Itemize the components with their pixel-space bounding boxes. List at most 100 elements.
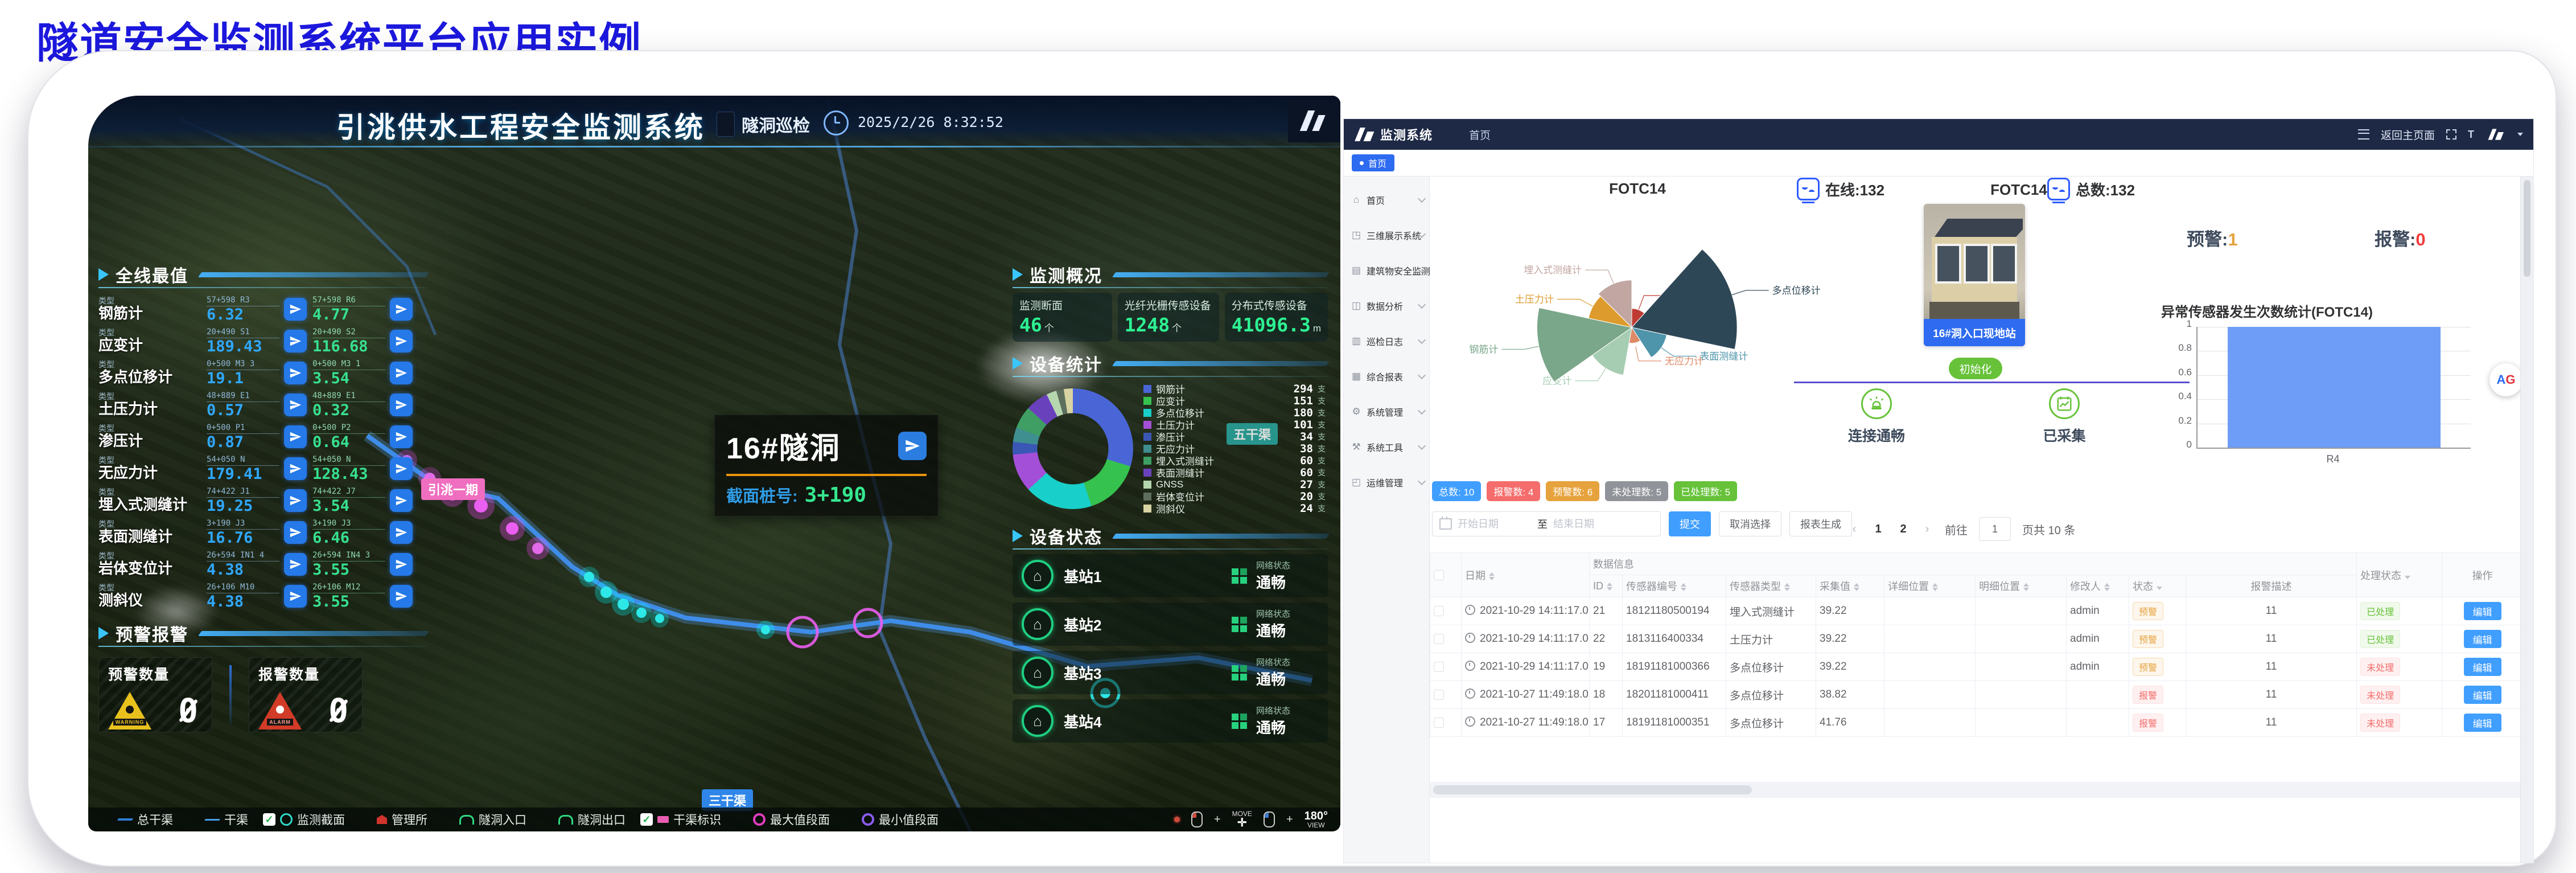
row-checkbox-cell[interactable] xyxy=(1430,653,1462,681)
send-icon[interactable] xyxy=(390,521,413,544)
page-number[interactable]: 1 xyxy=(1875,522,1882,535)
send-icon[interactable] xyxy=(390,298,413,321)
col-date[interactable]: 日期 xyxy=(1461,552,1590,597)
tunnel-patrol-button[interactable]: 隧洞巡检 xyxy=(717,112,810,137)
fullscreen-icon[interactable] xyxy=(2446,129,2456,140)
legend-item[interactable]: ✓ 监测截面 xyxy=(263,811,345,828)
send-icon[interactable] xyxy=(284,521,307,544)
send-icon[interactable] xyxy=(284,330,307,353)
tab-home[interactable]: 首页 xyxy=(1352,154,1395,171)
row-date: 2021-10-29 14:11:17.0 xyxy=(1461,653,1590,681)
col-detail[interactable]: 详细位置 xyxy=(1884,575,1976,597)
send-icon[interactable] xyxy=(284,585,307,608)
nav-menu-home[interactable]: 首页 xyxy=(1469,129,1491,142)
station-row[interactable]: ⌂ 基站3 网络状态 通畅 xyxy=(1013,651,1328,694)
legend-item[interactable]: ✓ 最大值段面 xyxy=(736,811,830,828)
col-sensor-type[interactable]: 传感器类型 xyxy=(1726,575,1816,597)
row-checkbox-cell[interactable] xyxy=(1430,681,1462,709)
sidebar-item[interactable]: ▦ 综合报表 xyxy=(1344,359,1429,394)
send-icon[interactable] xyxy=(284,425,307,448)
send-icon[interactable] xyxy=(390,394,413,416)
col-status[interactable]: 状态 xyxy=(2129,575,2186,597)
send-icon[interactable] xyxy=(390,489,413,512)
sensor-max-list: 类型 钢筋计 57+598 R3 6.32 57+598 xyxy=(98,294,427,612)
legend-item[interactable]: ✓ 干渠标识 xyxy=(640,811,721,828)
send-icon[interactable] xyxy=(284,298,307,321)
back-to-main-button[interactable]: 返回主页面 xyxy=(2380,129,2435,142)
legend-item[interactable]: ✓ 干渠 xyxy=(188,811,248,828)
init-button[interactable]: 初始化 xyxy=(1949,358,2002,379)
col-process[interactable]: 处理状态 xyxy=(2356,552,2443,597)
legend-unit: 支 xyxy=(1318,420,1326,429)
row-checkbox-cell[interactable] xyxy=(1430,597,1462,625)
warning-count-label: 预警数量 xyxy=(108,667,170,683)
sidebar-item[interactable]: ◰ 运维管理 xyxy=(1344,465,1429,500)
text-size-icon[interactable]: T xyxy=(2468,128,2474,140)
end-date-input[interactable] xyxy=(1552,517,1628,531)
line-max-panel: 全线最值 类型 钢筋计 57+598 R3 6.32 xyxy=(98,263,430,732)
legend-item[interactable]: ✓ 最小值段面 xyxy=(845,811,939,828)
edit-button[interactable]: 编辑 xyxy=(2463,602,2501,620)
sidebar-item[interactable]: ⌂ 首页 xyxy=(1344,182,1429,218)
send-icon[interactable] xyxy=(284,457,307,480)
send-icon[interactable] xyxy=(284,362,307,384)
header-checkbox[interactable] xyxy=(1430,552,1462,597)
legend-item[interactable]: ✓ 隧洞出口 xyxy=(541,811,626,828)
col-value[interactable]: 采集值 xyxy=(1816,575,1884,597)
edit-button[interactable]: 编辑 xyxy=(2463,658,2501,676)
send-icon[interactable] xyxy=(284,553,307,576)
map-label-canal5[interactable]: 五干渠 xyxy=(1227,423,1278,445)
start-date-input[interactable] xyxy=(1456,517,1533,531)
sidebar-item[interactable]: ◳ 三维展示系统 xyxy=(1344,218,1429,253)
col-id[interactable]: ID xyxy=(1589,575,1623,597)
sidebar-item[interactable]: ⚙ 系统管理 xyxy=(1344,394,1429,429)
menu-icon[interactable] xyxy=(2357,129,2369,140)
prev-page-button[interactable]: ‹ xyxy=(1852,522,1857,535)
cancel-select-button[interactable]: 取消选择 xyxy=(1719,511,1781,536)
next-page-button[interactable]: › xyxy=(1925,522,1929,535)
page-number[interactable]: 2 xyxy=(1900,522,1907,535)
date-range-picker[interactable]: 至 xyxy=(1432,511,1661,536)
goto-page-input[interactable] xyxy=(1979,517,2011,541)
legend-item[interactable]: ✓ 管理所 xyxy=(360,811,427,828)
value-2: 128.43 xyxy=(312,465,368,483)
col-fine[interactable]: 明细位置 xyxy=(1975,575,2067,597)
send-icon[interactable] xyxy=(390,457,413,480)
sidebar-item[interactable]: ◫ 数据分析 xyxy=(1344,288,1429,323)
chevron-down-icon[interactable] xyxy=(2517,133,2523,136)
send-icon[interactable] xyxy=(390,330,413,353)
station-row[interactable]: ⌂ 基站1 网络状态 通畅 xyxy=(1013,554,1328,597)
report-generate-button[interactable]: 报表生成 xyxy=(1789,511,1852,536)
row-checkbox-cell[interactable] xyxy=(1430,708,1462,737)
send-icon[interactable] xyxy=(284,394,307,416)
overview-card-value: 46 xyxy=(1019,314,1042,336)
checkbox-icon[interactable]: ✓ xyxy=(263,813,275,826)
checkbox-icon[interactable]: ✓ xyxy=(640,813,653,826)
send-icon[interactable] xyxy=(390,362,413,384)
edit-button[interactable]: 编辑 xyxy=(2463,714,2501,732)
station-row[interactable]: ⌂ 基站4 网络状态 通畅 xyxy=(1013,699,1328,743)
map-label-canal3[interactable]: 三干渠 xyxy=(702,789,754,811)
send-icon[interactable] xyxy=(390,585,413,608)
legend-item[interactable]: ✓ 总干渠 xyxy=(101,811,173,828)
sidebar-item[interactable]: ▥ 巡检日志 xyxy=(1344,323,1429,359)
send-icon[interactable] xyxy=(390,425,413,448)
sidebar-item[interactable]: ⚒ 系统工具 xyxy=(1344,429,1429,465)
edit-button[interactable]: 编辑 xyxy=(2463,630,2501,648)
row-checkbox-cell[interactable] xyxy=(1430,625,1462,653)
col-sensor-no[interactable]: 传感器编号 xyxy=(1622,575,1726,597)
map-label-phase[interactable]: 引洮一期 xyxy=(421,478,485,500)
col-editor[interactable]: 修改人 xyxy=(2066,575,2129,597)
legend-item[interactable]: ✓ 隧洞入口 xyxy=(442,811,526,828)
table-horizontal-scrollbar[interactable] xyxy=(1430,782,2520,798)
admin-scrollbar[interactable] xyxy=(2520,177,2533,863)
value-2: 6.46 xyxy=(312,528,350,547)
send-icon[interactable] xyxy=(284,489,307,512)
send-icon[interactable] xyxy=(898,431,927,460)
edit-button[interactable]: 编辑 xyxy=(2463,686,2501,704)
station-row[interactable]: ⌂ 基站2 网络状态 通畅 xyxy=(1013,603,1328,646)
send-icon[interactable] xyxy=(390,553,413,576)
submit-button[interactable]: 提交 xyxy=(1669,511,1711,536)
sidebar-item[interactable]: ▤ 建筑物安全监测 xyxy=(1344,253,1430,288)
